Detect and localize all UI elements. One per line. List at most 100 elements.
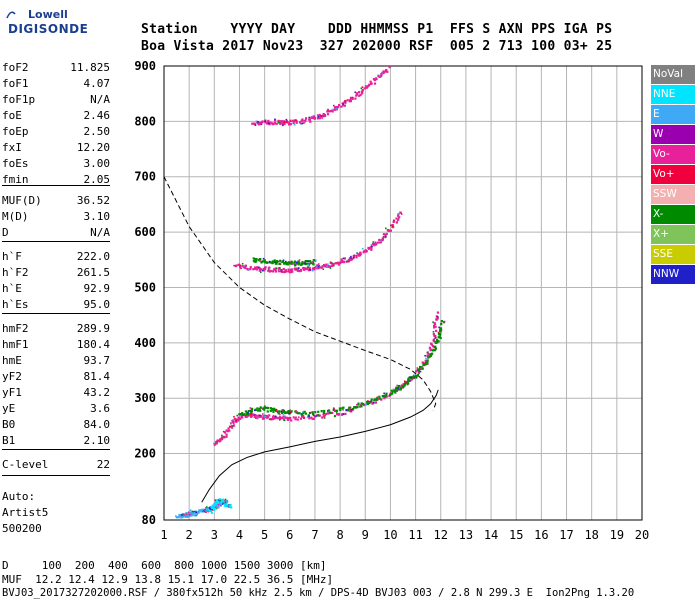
trace-point-noise xyxy=(295,410,297,412)
trace-point-f-2-hop xyxy=(373,244,376,247)
trace-point-x-trace-f xyxy=(360,402,363,405)
param-row-fmin: fmin 2.05 xyxy=(2,173,110,187)
trace-point-o-trace-f xyxy=(410,376,414,379)
trace-point-noise xyxy=(311,269,314,272)
trace-point-o-trace-f xyxy=(275,416,278,419)
param-value: 289.9 xyxy=(76,322,110,335)
trace-point-f-2-hop xyxy=(268,270,271,273)
trace-point-x-trace-f xyxy=(438,333,442,336)
trace-point-noise xyxy=(332,407,335,409)
trace-point-o-trace-f xyxy=(424,359,427,362)
trace-point-f-3-hop xyxy=(388,65,391,69)
trace-point-f-2-hop xyxy=(254,267,257,270)
param-value: 36.52 xyxy=(76,194,110,207)
trace-point-f-2-hop xyxy=(328,265,332,268)
trace-point-es xyxy=(191,513,194,516)
trace-point-noise xyxy=(217,503,220,506)
trace-point-noise xyxy=(335,107,338,110)
trace-point-noise xyxy=(350,410,352,412)
trace-point-noise xyxy=(267,122,270,125)
trace-point-o-trace-f xyxy=(371,401,374,404)
param-value: 84.0 xyxy=(83,418,111,431)
trace-point-f-2-hop xyxy=(378,238,381,242)
x-tick-label: 15 xyxy=(509,528,523,542)
trace-point-noise xyxy=(420,366,423,369)
param-key: h`E xyxy=(2,282,22,295)
trace-point-f-2-hop xyxy=(371,242,375,246)
trace-point-f-2-hop xyxy=(244,266,247,270)
trace-point-f-2-hop xyxy=(281,270,284,273)
trace-point-f-3-hop xyxy=(359,93,362,96)
trace-point-noise xyxy=(235,420,238,422)
trace-point-o-trace-f xyxy=(232,421,235,424)
trace-point-es-nne xyxy=(215,502,218,505)
trace-point-noise xyxy=(303,417,305,420)
trace-point-noise xyxy=(222,503,224,505)
trace-point-es xyxy=(184,514,188,517)
trace-point-noise xyxy=(432,330,435,333)
trace-point-x-trace-f xyxy=(396,388,399,391)
trace-point-f-2-hop-x xyxy=(297,261,301,264)
trace-point-o-trace-f xyxy=(428,346,431,349)
trace-point-f-2-hop-x xyxy=(275,260,279,263)
trace-point-noise xyxy=(271,260,274,262)
trace-point-f-3-hop xyxy=(344,101,347,104)
param-value: 92.9 xyxy=(83,282,111,295)
y-tick-label: 200 xyxy=(134,447,156,461)
param-value: N/A xyxy=(90,93,110,106)
trace-point-f-2-hop-x xyxy=(312,259,315,262)
trace-point-noise xyxy=(440,322,443,325)
trace-point-o-trace-f xyxy=(433,334,436,337)
trace-point-o-trace-f xyxy=(427,353,430,356)
trace-point-x-trace-f xyxy=(407,377,410,380)
trace-point-f-3-hop xyxy=(334,106,337,109)
trace-point-es-nne xyxy=(216,499,219,502)
trace-point-noise xyxy=(219,440,222,442)
trace-point-x-trace-f xyxy=(272,408,276,411)
trace-point-noise xyxy=(389,224,392,227)
artist-label: Artist5 xyxy=(2,506,49,519)
param-key: yF1 xyxy=(2,386,22,399)
trace-point-noise xyxy=(287,123,290,126)
trace-point-o-trace-f xyxy=(273,417,276,420)
trace-point-noise xyxy=(256,417,259,420)
trace-point-f-2-hop xyxy=(398,216,401,219)
trace-point-noise xyxy=(322,268,325,270)
param-row-foep: foEp 2.50 xyxy=(2,125,110,139)
trace-point-noise xyxy=(279,267,281,269)
trace-point-o-trace-f xyxy=(235,418,238,421)
y-tick-label: 300 xyxy=(134,391,156,405)
trace-point-x-trace-f xyxy=(303,410,306,413)
trace-point-noise xyxy=(310,261,313,264)
trace-point-f-2-hop xyxy=(278,270,281,273)
trace-point-es-nne xyxy=(209,509,213,512)
trace-point-noise xyxy=(218,502,221,505)
trace-point-f-3-hop xyxy=(340,105,343,108)
trace-point-f-3-hop xyxy=(326,109,330,112)
trace-point-f-3-hop xyxy=(285,119,288,123)
trace-point-f-2-hop-x xyxy=(270,261,273,264)
trace-point-f-3-hop xyxy=(367,84,371,87)
trace-point-noise xyxy=(284,416,286,418)
trace-point-x-trace-f xyxy=(247,409,250,413)
trace-point-es xyxy=(189,514,193,517)
trace-point-x-trace-f xyxy=(241,412,244,415)
trace-point-es-nne xyxy=(212,508,216,511)
trace-point-f-2-hop xyxy=(339,261,342,265)
param-value: 3.00 xyxy=(83,157,111,170)
trace-point-o-trace-f xyxy=(254,414,258,417)
trace-point-noise xyxy=(193,510,196,513)
trace-point-noise xyxy=(335,411,338,413)
trace-point-f-3-hop xyxy=(355,92,358,95)
trace-point-noise xyxy=(187,511,190,514)
trace-point-noise xyxy=(372,402,375,404)
trace-point-noise xyxy=(283,419,286,422)
trace-point-noise xyxy=(368,400,370,403)
trace-point-noise xyxy=(285,118,288,121)
trace-point-o-trace-f xyxy=(237,419,240,422)
trace-point-f-3-hop xyxy=(326,110,329,113)
trace-point-noise xyxy=(361,86,364,88)
trace-point-f-3-hop xyxy=(355,94,358,97)
trace-point-noise xyxy=(320,115,322,117)
digisonde-logo xyxy=(4,6,66,42)
